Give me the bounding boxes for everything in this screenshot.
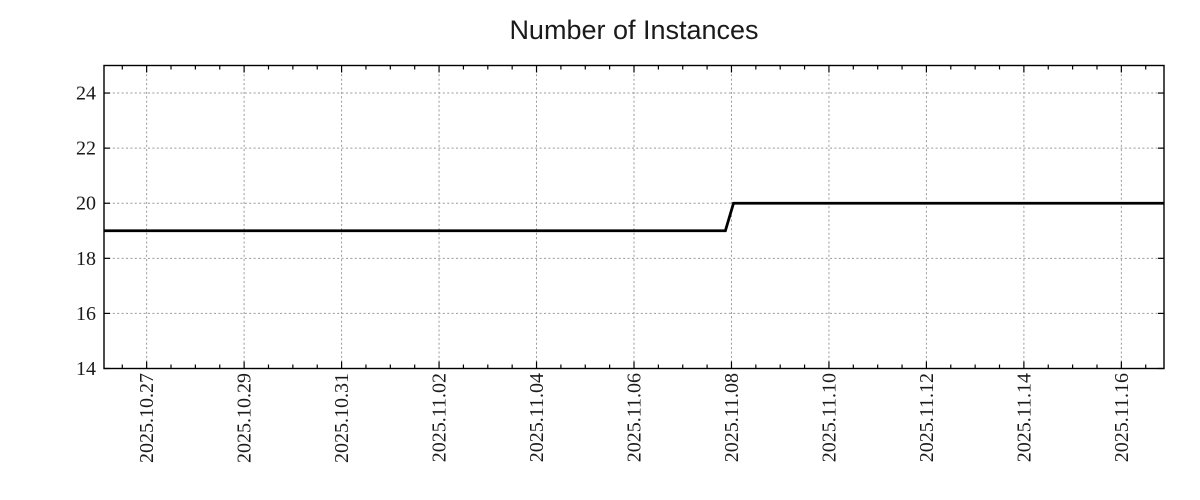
grid-lines (104, 65, 1164, 369)
x-tick-label: 2025.11.14 (1013, 373, 1035, 462)
x-tick-label: 2025.11.08 (721, 373, 743, 462)
y-tick-label: 18 (76, 248, 96, 270)
data-line-instances (104, 201, 1164, 233)
x-tick-label: 2025.10.31 (331, 373, 353, 463)
x-tick-label: 2025.11.10 (818, 373, 840, 462)
y-tick-label: 14 (76, 358, 96, 380)
x-tick-label: 2025.11.16 (1111, 373, 1133, 462)
x-tick-label: 2025.11.12 (916, 373, 938, 462)
x-tick-label: 2025.11.04 (526, 373, 548, 462)
x-tick-label: 2025.11.06 (624, 373, 646, 462)
y-tick-label: 24 (76, 83, 96, 105)
chart-title: Number of Instances (509, 15, 759, 45)
x-tick-label: 2025.11.02 (429, 373, 451, 462)
x-tick-label: 2025.10.29 (234, 373, 256, 463)
y-tick-label: 16 (76, 303, 96, 325)
y-tick-label: 22 (76, 138, 96, 160)
plot-frame (103, 64, 1165, 370)
x-axis-labels: 2025.10.27 2025.10.29 2025.10.31 2025.11.02… (136, 373, 1133, 463)
y-tick-label: 20 (76, 193, 96, 215)
y-axis-labels: 14 16 18 20 22 24 (76, 83, 96, 380)
x-tick-label: 2025.10.27 (136, 373, 158, 463)
